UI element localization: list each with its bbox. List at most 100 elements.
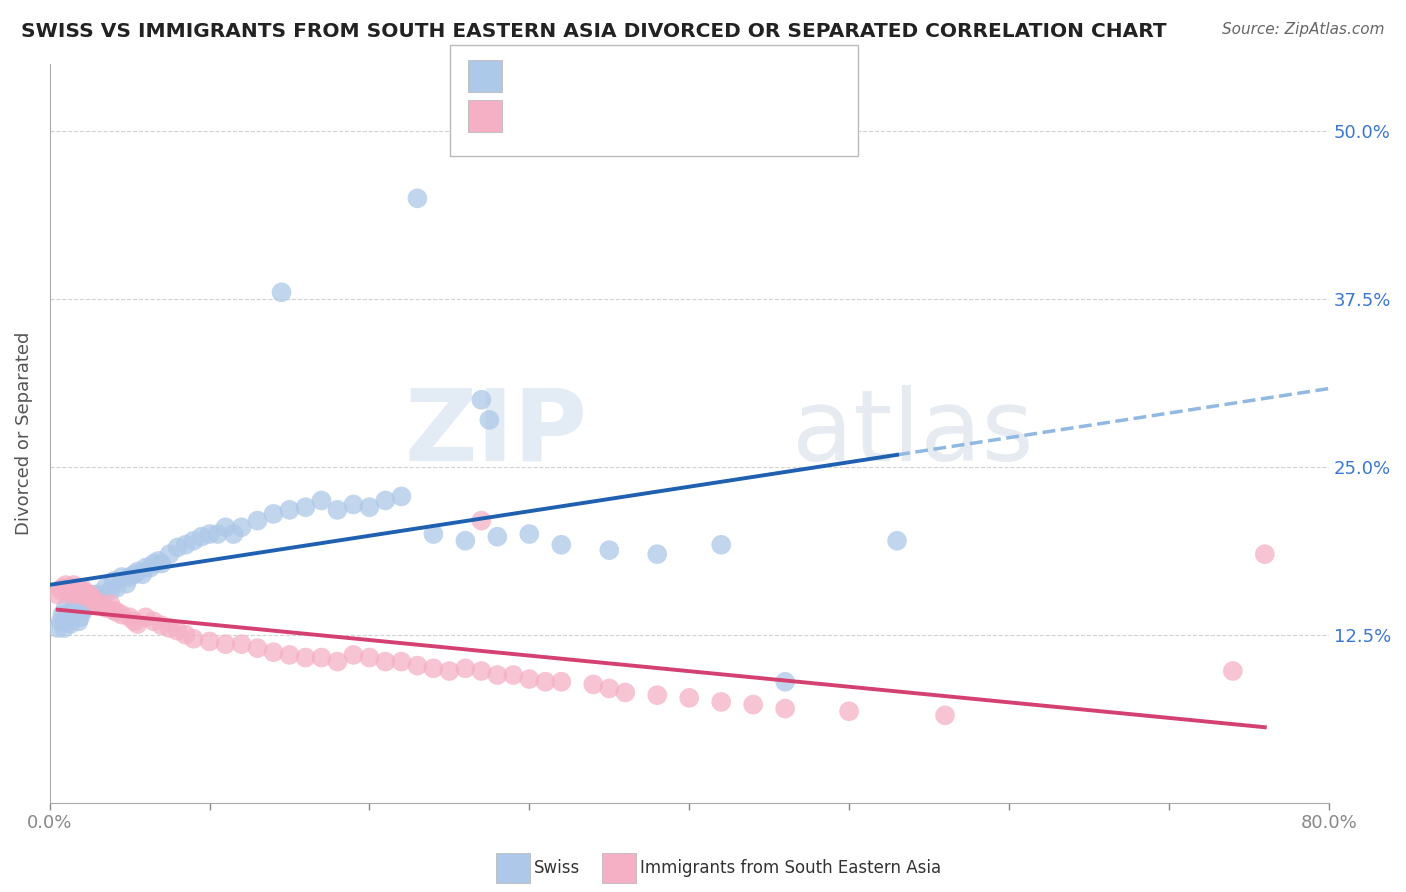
Point [934, 708, 956, 723]
Point [645, 688, 668, 702]
Point [678, 690, 700, 705]
Point [710, 695, 733, 709]
Point [1254, 547, 1277, 561]
Point [231, 637, 253, 651]
Point [127, 617, 149, 632]
Point [66, 604, 89, 618]
Point [110, 607, 132, 622]
Point [150, 618, 173, 632]
Point [270, 285, 292, 300]
Point [598, 543, 620, 558]
Point [198, 634, 221, 648]
Point [263, 645, 285, 659]
Point [83, 594, 105, 608]
Point [49, 615, 72, 629]
Point [454, 533, 477, 548]
Text: Swiss: Swiss [534, 859, 581, 877]
Point [103, 604, 125, 618]
Text: -0.248: -0.248 [548, 106, 619, 126]
Point [174, 538, 197, 552]
Point [118, 570, 141, 584]
Point [517, 527, 540, 541]
Point [159, 621, 181, 635]
Point [263, 507, 285, 521]
Point [374, 493, 396, 508]
Point [131, 567, 153, 582]
Point [326, 655, 349, 669]
Point [582, 677, 605, 691]
Point [439, 664, 461, 678]
Point [406, 658, 429, 673]
Point [100, 583, 122, 598]
Point [422, 661, 444, 675]
Point [326, 503, 349, 517]
Text: R =: R = [509, 106, 551, 126]
Point [198, 527, 221, 541]
Point [94, 581, 117, 595]
Point [342, 498, 364, 512]
Point [278, 503, 301, 517]
Point [73, 584, 96, 599]
Point [55, 600, 77, 615]
Point [51, 581, 73, 595]
Point [73, 597, 96, 611]
Point [710, 538, 733, 552]
Point [486, 668, 509, 682]
Point [67, 587, 90, 601]
Point [886, 533, 908, 548]
Point [534, 674, 557, 689]
Point [59, 587, 82, 601]
Point [550, 674, 572, 689]
Point [470, 514, 492, 528]
Point [391, 490, 413, 504]
Point [124, 567, 146, 582]
Point [190, 530, 212, 544]
Point [214, 520, 236, 534]
Point [69, 610, 91, 624]
Point [773, 674, 796, 689]
Point [311, 650, 333, 665]
Point [246, 514, 269, 528]
Point [838, 704, 860, 718]
Point [105, 605, 128, 619]
Point [62, 600, 84, 615]
Point [148, 554, 170, 568]
Point [58, 610, 80, 624]
Text: Source: ZipAtlas.com: Source: ZipAtlas.com [1222, 22, 1385, 37]
Point [246, 641, 269, 656]
Point [105, 581, 128, 595]
Text: N =: N = [614, 106, 671, 126]
Point [139, 560, 162, 574]
Text: Immigrants from South Eastern Asia: Immigrants from South Eastern Asia [640, 859, 941, 877]
Point [65, 597, 87, 611]
Point [645, 547, 668, 561]
Point [86, 587, 108, 601]
Point [62, 578, 84, 592]
Text: atlas: atlas [792, 384, 1033, 482]
Point [470, 664, 492, 678]
Point [100, 597, 122, 611]
Point [342, 648, 364, 662]
Point [72, 604, 94, 618]
Point [142, 557, 165, 571]
Point [374, 655, 396, 669]
Text: N =: N = [614, 66, 671, 86]
Point [70, 600, 93, 615]
Point [90, 597, 112, 611]
Point [79, 587, 101, 601]
Point [56, 583, 79, 598]
Point [214, 637, 236, 651]
Point [166, 541, 188, 555]
Point [422, 527, 444, 541]
Point [207, 527, 229, 541]
Text: 0.214: 0.214 [548, 66, 617, 86]
Point [502, 668, 524, 682]
Point [58, 581, 80, 595]
Point [142, 615, 165, 629]
Point [83, 587, 105, 601]
Point [46, 587, 69, 601]
Point [53, 621, 76, 635]
Point [294, 500, 316, 515]
Point [70, 581, 93, 595]
Text: 70: 70 [664, 66, 690, 86]
